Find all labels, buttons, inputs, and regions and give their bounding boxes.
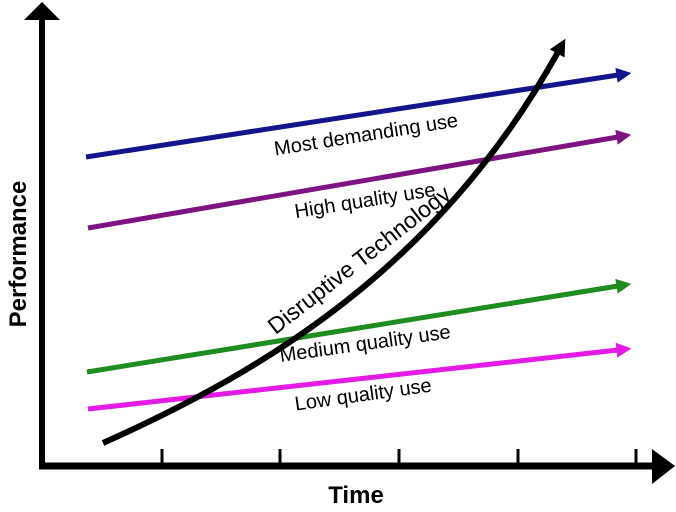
line-medium-quality-use [86,278,632,375]
x-axis-arrowhead-icon [652,449,675,484]
y-axis-label: Performance [5,181,32,328]
line-high-quality-use [87,129,632,231]
x-axis-ticks [160,449,638,465]
x-axis-label: Time [328,482,384,509]
curve-disruptive-technology [101,38,566,446]
y-axis-arrowhead-icon [24,2,60,20]
line-most-demanding-use [85,67,632,160]
line-low-quality-use [87,342,632,412]
label-most-demanding-use: Most demanding use [273,110,460,161]
